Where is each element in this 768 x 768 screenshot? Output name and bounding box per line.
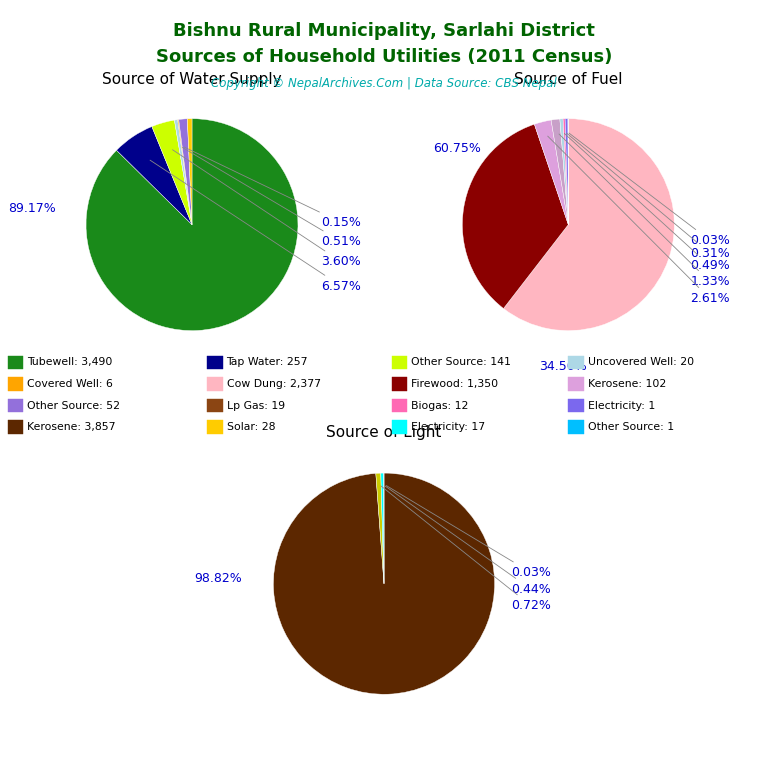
Wedge shape [376,473,384,584]
Text: 89.17%: 89.17% [8,202,56,215]
Text: Kerosene: 102: Kerosene: 102 [588,379,666,389]
Text: 0.03%: 0.03% [569,133,730,247]
Wedge shape [381,473,384,584]
Title: Source of Fuel: Source of Fuel [514,72,623,87]
Text: Sources of Household Utilities (2011 Census): Sources of Household Utilities (2011 Cen… [156,48,612,65]
Text: Lp Gas: 19: Lp Gas: 19 [227,400,285,411]
Text: Cow Dung: 2,377: Cow Dung: 2,377 [227,379,320,389]
Wedge shape [177,120,192,224]
Text: 98.82%: 98.82% [195,571,243,584]
Text: 0.44%: 0.44% [385,486,551,596]
Text: Kerosene: 3,857: Kerosene: 3,857 [27,422,115,432]
Text: 0.72%: 0.72% [381,486,551,612]
Text: Copyright © NepalArchives.Com | Data Source: CBS Nepal: Copyright © NepalArchives.Com | Data Sou… [211,77,557,90]
Wedge shape [565,119,568,224]
Text: 0.31%: 0.31% [567,133,730,260]
Wedge shape [504,118,674,330]
Text: Solar: 28: Solar: 28 [227,422,275,432]
Wedge shape [551,119,568,224]
Text: Other Source: 141: Other Source: 141 [411,357,511,368]
Text: 6.57%: 6.57% [150,161,361,293]
Wedge shape [179,119,192,224]
Text: Other Source: 1: Other Source: 1 [588,422,674,432]
Text: 0.03%: 0.03% [386,485,551,579]
Text: Covered Well: 6: Covered Well: 6 [27,379,113,389]
Text: Tubewell: 3,490: Tubewell: 3,490 [27,357,112,368]
Wedge shape [273,473,495,694]
Title: Source of Light: Source of Light [326,425,442,440]
Title: Source of Water Supply: Source of Water Supply [102,72,282,87]
Text: 60.75%: 60.75% [432,142,481,155]
Text: 1.33%: 1.33% [559,134,730,288]
Wedge shape [563,119,568,224]
Text: Electricity: 17: Electricity: 17 [411,422,485,432]
Text: Electricity: 1: Electricity: 1 [588,400,655,411]
Wedge shape [560,119,568,224]
Wedge shape [117,127,192,224]
Wedge shape [86,118,298,330]
Text: 34.50%: 34.50% [539,360,587,373]
Text: Other Source: 52: Other Source: 52 [27,400,120,411]
Text: Firewood: 1,350: Firewood: 1,350 [411,379,498,389]
Wedge shape [462,124,568,309]
Wedge shape [174,120,192,224]
Wedge shape [152,120,192,224]
Text: Bishnu Rural Municipality, Sarlahi District: Bishnu Rural Municipality, Sarlahi Distr… [173,22,595,39]
Text: 0.49%: 0.49% [564,134,730,273]
Text: 2.61%: 2.61% [548,136,730,306]
Text: Biogas: 12: Biogas: 12 [411,400,468,411]
Text: 0.51%: 0.51% [183,147,361,248]
Wedge shape [187,118,192,224]
Text: 3.60%: 3.60% [173,150,361,268]
Text: Uncovered Well: 20: Uncovered Well: 20 [588,357,694,368]
Wedge shape [535,120,568,224]
Text: Tap Water: 257: Tap Water: 257 [227,357,308,368]
Text: 0.15%: 0.15% [184,147,361,229]
